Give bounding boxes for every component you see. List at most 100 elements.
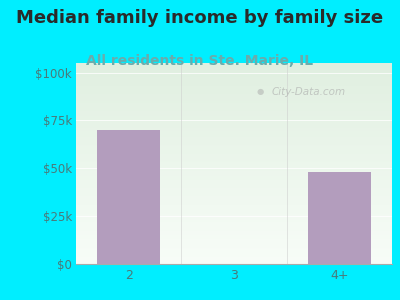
Bar	[76, 178, 392, 179]
Bar	[76, 215, 392, 216]
Bar	[76, 92, 392, 93]
Bar	[76, 126, 392, 127]
Bar	[76, 210, 392, 211]
Bar	[76, 145, 392, 146]
Bar	[76, 237, 392, 238]
Bar	[76, 81, 392, 82]
Bar	[76, 144, 392, 145]
Bar	[76, 200, 392, 201]
Bar	[76, 170, 392, 171]
Bar	[76, 136, 392, 137]
Bar	[76, 221, 392, 222]
Bar	[76, 74, 392, 75]
Bar	[76, 127, 392, 128]
Bar	[97, 130, 160, 264]
Bar	[76, 181, 392, 182]
Bar	[76, 168, 392, 169]
Bar	[76, 130, 392, 131]
Bar	[76, 211, 392, 212]
Bar	[76, 95, 392, 96]
Bar	[76, 249, 392, 250]
Bar	[76, 189, 392, 190]
Bar	[76, 79, 392, 80]
Bar	[76, 85, 392, 86]
Bar	[76, 225, 392, 226]
Bar	[76, 228, 392, 229]
Bar	[76, 102, 392, 103]
Bar	[76, 199, 392, 200]
Bar	[76, 63, 392, 64]
Bar	[76, 124, 392, 125]
Bar	[76, 153, 392, 154]
Bar	[76, 105, 392, 106]
Bar	[76, 243, 392, 244]
Bar	[76, 184, 392, 185]
Bar	[76, 226, 392, 227]
Bar	[76, 209, 392, 210]
Bar	[76, 110, 392, 111]
Bar	[76, 223, 392, 224]
Bar	[76, 69, 392, 70]
Bar	[76, 94, 392, 95]
Bar	[76, 149, 392, 150]
Bar	[76, 132, 392, 133]
Bar	[76, 222, 392, 223]
Bar	[76, 164, 392, 165]
Bar	[76, 191, 392, 192]
Bar	[76, 247, 392, 248]
Bar	[76, 258, 392, 259]
Bar	[76, 241, 392, 242]
Bar	[76, 190, 392, 191]
Bar	[76, 120, 392, 121]
Bar	[76, 147, 392, 148]
Text: Median family income by family size: Median family income by family size	[16, 9, 384, 27]
Text: City-Data.com: City-Data.com	[272, 87, 346, 97]
Bar	[76, 229, 392, 230]
Bar	[76, 245, 392, 246]
Bar	[76, 135, 392, 136]
Bar	[76, 239, 392, 240]
Bar	[76, 134, 392, 135]
Bar	[76, 141, 392, 142]
Bar	[76, 143, 392, 144]
Bar	[76, 213, 392, 214]
Bar	[76, 174, 392, 175]
Bar	[76, 194, 392, 195]
Bar	[76, 233, 392, 234]
Bar	[76, 162, 392, 163]
Bar	[76, 188, 392, 189]
Bar	[76, 204, 392, 205]
Bar	[76, 118, 392, 119]
Bar	[76, 255, 392, 256]
Bar	[76, 214, 392, 215]
Bar	[76, 161, 392, 162]
Bar	[76, 260, 392, 261]
Bar	[76, 154, 392, 155]
Bar	[76, 235, 392, 236]
Bar	[76, 77, 392, 78]
Bar	[76, 261, 392, 262]
Bar	[76, 158, 392, 159]
Bar	[76, 125, 392, 126]
Bar	[76, 253, 392, 254]
Bar	[76, 87, 392, 88]
Bar	[76, 205, 392, 206]
Bar	[76, 138, 392, 139]
Bar	[76, 177, 392, 178]
Bar	[76, 220, 392, 221]
Bar	[76, 240, 392, 241]
Bar	[76, 75, 392, 76]
Bar	[76, 89, 392, 90]
Bar	[76, 203, 392, 204]
Bar	[76, 66, 392, 67]
Bar	[76, 169, 392, 170]
Bar	[76, 230, 392, 231]
Bar	[76, 156, 392, 157]
Bar	[76, 107, 392, 108]
Bar	[76, 179, 392, 180]
Bar	[76, 244, 392, 245]
Bar	[76, 212, 392, 213]
Bar	[76, 176, 392, 177]
Bar	[76, 111, 392, 112]
Bar	[76, 155, 392, 156]
